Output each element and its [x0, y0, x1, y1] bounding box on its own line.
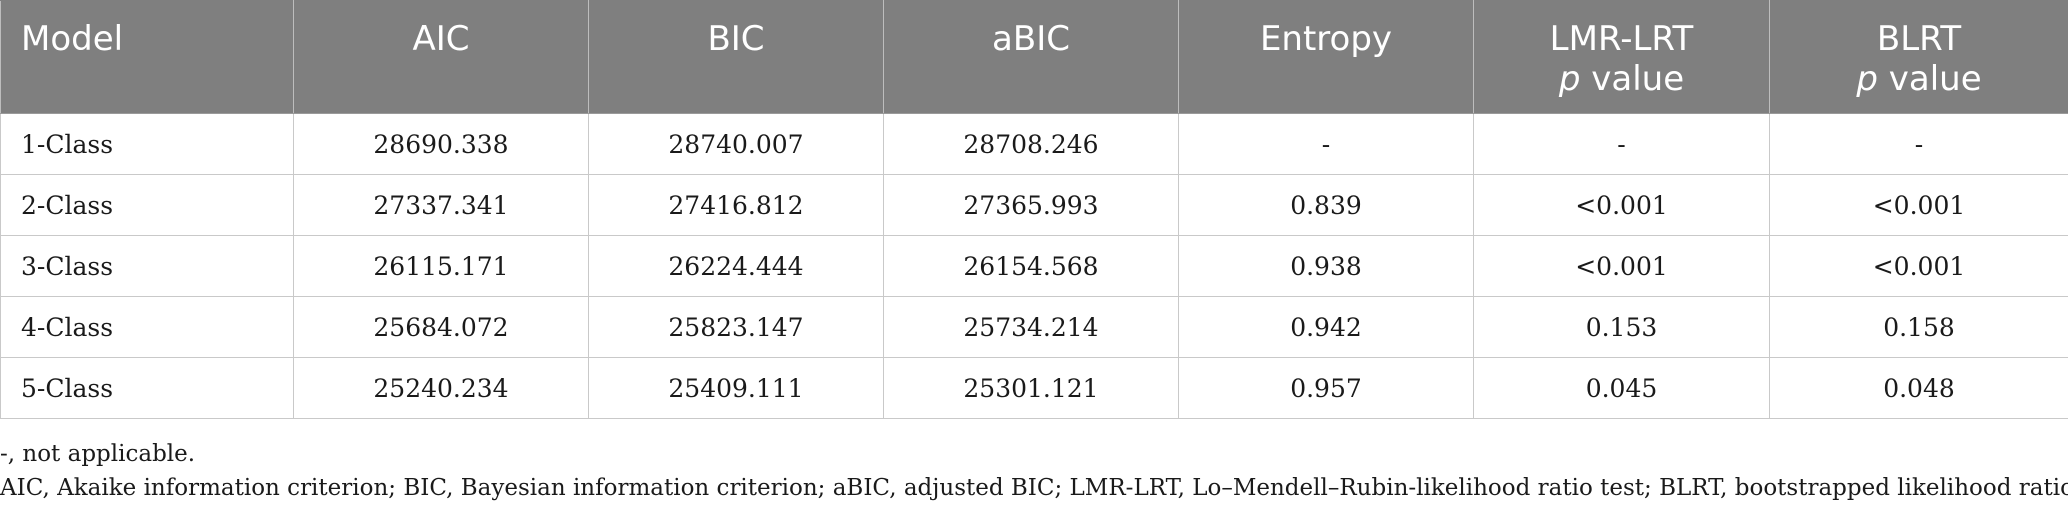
cell-lmr-lrt: 0.045	[1473, 357, 1770, 419]
cell-bic: 27416.812	[588, 174, 884, 236]
cell-model: 5-Class	[0, 357, 294, 419]
cell-abic: 26154.568	[883, 235, 1179, 297]
cell-blrt: 0.158	[1769, 296, 2068, 358]
table-footnotes: -, not applicable. AIC, Akaike informati…	[0, 437, 2068, 505]
table-header: Model AIC BIC aBIC Entropy LMR-LRT	[0, 0, 2068, 114]
header-model: Model	[0, 0, 294, 114]
table-body: 1-Class 28690.338 28740.007 28708.246 - …	[0, 113, 2068, 419]
cell-aic: 25684.072	[293, 296, 589, 358]
header-blrt: BLRT p value	[1769, 0, 2068, 114]
header-model-label: Model	[21, 19, 124, 59]
header-blrt-label: BLRT	[1876, 19, 1962, 59]
cell-entropy: 0.938	[1178, 235, 1474, 297]
header-bic: BIC	[588, 0, 884, 114]
cell-lmr-lrt: -	[1473, 113, 1770, 175]
header-bic-label: BIC	[707, 19, 765, 59]
table-row: 5-Class 25240.234 25409.111 25301.121 0.…	[0, 357, 2068, 419]
header-lmr-lrt: LMR-LRT p value	[1473, 0, 1770, 114]
cell-abic: 27365.993	[883, 174, 1179, 236]
cell-bic: 25823.147	[588, 296, 884, 358]
cell-entropy: 0.942	[1178, 296, 1474, 358]
header-lmr-lrt-subline: p value	[1494, 59, 1749, 99]
cell-model: 1-Class	[0, 113, 294, 175]
table-row: 3-Class 26115.171 26224.444 26154.568 0.…	[0, 235, 2068, 297]
cell-blrt: <0.001	[1769, 235, 2068, 297]
cell-lmr-lrt: <0.001	[1473, 174, 1770, 236]
model-fit-table: Model AIC BIC aBIC Entropy LMR-LRT	[0, 0, 2068, 419]
header-row: Model AIC BIC aBIC Entropy LMR-LRT	[0, 0, 2068, 114]
cell-aic: 26115.171	[293, 235, 589, 297]
header-entropy: Entropy	[1178, 0, 1474, 114]
header-aic-label: AIC	[412, 19, 470, 59]
cell-abic: 28708.246	[883, 113, 1179, 175]
cell-entropy: 0.957	[1178, 357, 1474, 419]
header-lmr-lrt-label: LMR-LRT	[1549, 19, 1694, 59]
header-entropy-label: Entropy	[1259, 19, 1393, 59]
model-fit-table-container: Model AIC BIC aBIC Entropy LMR-LRT	[0, 0, 2068, 419]
cell-lmr-lrt: 0.153	[1473, 296, 1770, 358]
footnote-not-applicable: -, not applicable.	[0, 441, 196, 467]
cell-blrt: -	[1769, 113, 2068, 175]
cell-abic: 25734.214	[883, 296, 1179, 358]
table-row: 2-Class 27337.341 27416.812 27365.993 0.…	[0, 174, 2068, 236]
header-lmr-lrt-p: p	[1558, 59, 1581, 99]
cell-bic: 26224.444	[588, 235, 884, 297]
cell-model: 3-Class	[0, 235, 294, 297]
header-blrt-value: value	[1877, 59, 1982, 99]
cell-aic: 28690.338	[293, 113, 589, 175]
header-blrt-subline: p value	[1790, 59, 2048, 99]
header-abic: aBIC	[883, 0, 1179, 114]
footnote-abbreviations: AIC, Akaike information criterion; BIC, …	[0, 475, 2068, 501]
cell-entropy: -	[1178, 113, 1474, 175]
table-row: 4-Class 25684.072 25823.147 25734.214 0.…	[0, 296, 2068, 358]
header-blrt-p: p	[1856, 59, 1878, 99]
header-abic-label: aBIC	[992, 19, 1070, 59]
cell-blrt: <0.001	[1769, 174, 2068, 236]
cell-bic: 28740.007	[588, 113, 884, 175]
cell-blrt: 0.048	[1769, 357, 2068, 419]
cell-aic: 25240.234	[293, 357, 589, 419]
cell-aic: 27337.341	[293, 174, 589, 236]
cell-lmr-lrt: <0.001	[1473, 235, 1770, 297]
cell-bic: 25409.111	[588, 357, 884, 419]
header-aic: AIC	[293, 0, 589, 114]
cell-model: 4-Class	[0, 296, 294, 358]
cell-entropy: 0.839	[1178, 174, 1474, 236]
table-row: 1-Class 28690.338 28740.007 28708.246 - …	[0, 113, 2068, 175]
cell-model: 2-Class	[0, 174, 294, 236]
cell-abic: 25301.121	[883, 357, 1179, 419]
header-lmr-lrt-value: value	[1580, 59, 1685, 99]
